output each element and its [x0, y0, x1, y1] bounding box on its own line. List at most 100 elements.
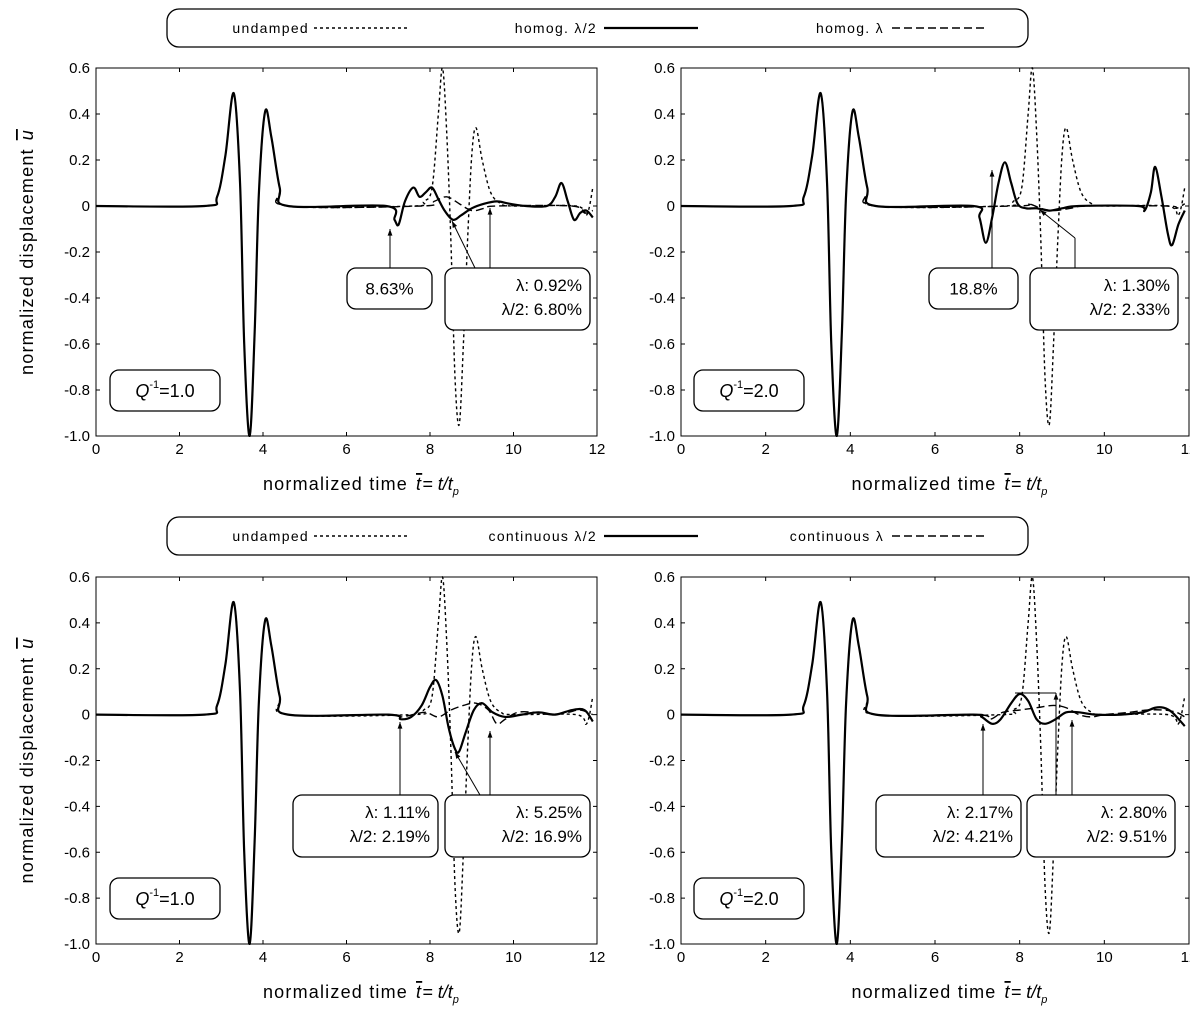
q-symbol: Q — [135, 381, 149, 401]
arrowhead — [1040, 210, 1047, 216]
y-tick-label: 0 — [82, 707, 90, 724]
y-tick-label: -0.4 — [64, 798, 90, 815]
y-tick-label: -0.4 — [649, 290, 675, 307]
x-tick-label: 12 — [1181, 949, 1190, 966]
x-tick-label: 6 — [931, 949, 939, 966]
x-tick-label: 4 — [259, 949, 267, 966]
q-exponent: -1 — [733, 887, 743, 899]
y-axis-label: normalized displacement u — [17, 129, 37, 375]
annotation-text: λ: 2.80% — [1101, 803, 1167, 822]
annotation-box — [346, 267, 433, 310]
series-line-dashed — [681, 92, 1186, 437]
x-tick-label: 10 — [1096, 949, 1113, 966]
annotation-text: λ/2: 2.33% — [1090, 300, 1170, 319]
y-tick-label: 0.2 — [654, 661, 675, 678]
y-tick-label: 0.4 — [69, 106, 90, 123]
x-tick-label: 6 — [342, 441, 350, 458]
y-tick-label: 0.6 — [654, 569, 675, 586]
arrowhead — [1069, 720, 1075, 727]
y-tick-label: -1.0 — [649, 936, 675, 953]
x-tick-label: 10 — [505, 949, 522, 966]
legend-1: undamped homog. λ/2 homog. λ — [166, 8, 1029, 48]
q-label-box — [109, 369, 221, 412]
series-line-solid — [96, 601, 594, 945]
q-label-text: Q-1=1.0 — [135, 887, 194, 909]
chart-panel-bottom-right: 0 2 4 6 8 10 12 0.6 0.4 0.2 0 -0.2 -0.4 -0.6 -0.8 -1.0 λ… — [649, 569, 1190, 1006]
y-tick-label: 0 — [667, 198, 675, 215]
q-label-box — [693, 877, 805, 920]
y-tick-label: 0.4 — [654, 615, 675, 632]
arrowhead — [455, 752, 461, 759]
annotation-text: 8.63% — [365, 280, 413, 299]
y-tick-label: 0.4 — [654, 106, 675, 123]
y-tick-label: -1.0 — [64, 936, 90, 953]
annotation: λ: 1.30% λ/2: 2.33% — [1029, 209, 1179, 331]
y-tick-label: -0.6 — [64, 844, 90, 861]
leader-line — [451, 220, 476, 269]
x-tick-label: 8 — [426, 441, 434, 458]
annotation-text: λ: 1.11% — [365, 803, 430, 822]
annotation-text: λ: 2.17% — [947, 803, 1013, 822]
arrowhead — [1053, 693, 1059, 700]
annotation: λ: 2.17% λ/2: 4.21% — [875, 724, 1022, 858]
q-symbol: Q — [719, 381, 733, 401]
q-label: Q-1=2.0 — [693, 369, 805, 412]
y-tick-label: 0.6 — [69, 60, 90, 77]
annotation-text: λ/2: 9.51% — [1087, 827, 1167, 846]
arrowhead — [387, 229, 393, 236]
series-line-dashed — [96, 601, 594, 945]
x-tick-label: 12 — [1181, 441, 1190, 458]
y-tick-label: -0.8 — [64, 382, 90, 399]
annotation-box — [928, 267, 1019, 310]
x-tick-label: 6 — [931, 441, 939, 458]
arrowhead — [487, 208, 493, 215]
leader-line — [454, 751, 481, 796]
x-axis-label-text: normalized time — [851, 474, 996, 494]
y-axis-symbol: u — [17, 638, 37, 649]
q-symbol: Q — [135, 889, 149, 909]
legend-label: continuous λ — [790, 528, 884, 544]
x-axis-symbol: t — [1005, 982, 1011, 1002]
x-tick-label: 0 — [677, 441, 685, 458]
x-axis-label-text: normalized time — [851, 982, 996, 1002]
x-axis-label-text: normalized time — [263, 982, 408, 1002]
y-tick-label: -0.4 — [649, 798, 675, 815]
annotation-text: λ/2: 4.21% — [933, 827, 1013, 846]
arrowhead — [487, 731, 493, 738]
legend-label: homog. λ/2 — [515, 20, 597, 36]
q-value: =2.0 — [743, 381, 779, 401]
x-axis-label: normalized time t= t/tp — [851, 982, 1048, 1006]
q-exponent: -1 — [149, 887, 159, 899]
x-tick-label: 12 — [589, 441, 606, 458]
chart-panel-bottom-left: 0 2 4 6 8 10 12 0.6 0.4 0.2 0 -0.2 -0.4 -0.6 -0.8 -1.0 λ… — [17, 569, 605, 1006]
x-axis-symbol: t — [416, 982, 422, 1002]
x-axis-formula: = t/t — [422, 982, 454, 1002]
annotation-box — [875, 794, 1022, 858]
x-axis-subscript: p — [1040, 486, 1048, 498]
annotation-text: λ: 0.92% — [516, 276, 582, 295]
q-label-box — [693, 369, 805, 412]
y-tick-label: -1.0 — [64, 428, 90, 445]
x-tick-label: 2 — [761, 949, 769, 966]
chart-panel-top-right: 0 2 4 6 8 10 12 0.6 0.4 0.2 0 -0.2 -0.4 -0.6 -0.8 -1.0 1… — [649, 60, 1190, 498]
annotation-box — [444, 794, 591, 858]
annotation: λ: 0.92% λ/2: 6.80% — [444, 208, 591, 331]
legend-label: continuous λ/2 — [489, 528, 597, 544]
annotation: λ: 2.80% λ/2: 9.51% — [1015, 692, 1176, 858]
q-label-text: Q-1=1.0 — [135, 379, 194, 401]
x-tick-label: 4 — [846, 441, 854, 458]
q-label: Q-1=1.0 — [109, 369, 221, 412]
q-label-text: Q-1=2.0 — [719, 887, 778, 909]
legend-frame — [166, 516, 1029, 556]
y-axis-label-text: normalized displacement — [17, 657, 37, 884]
y-tick-label: -0.2 — [649, 244, 675, 261]
series-line-dashed — [96, 92, 594, 437]
x-axis-subscript: p — [452, 994, 460, 1006]
annotation-box — [292, 794, 439, 858]
x-tick-label: 10 — [1096, 441, 1113, 458]
y-tick-label: -0.2 — [64, 753, 90, 770]
x-tick-label: 2 — [175, 949, 183, 966]
y-tick-label: 0.2 — [654, 152, 675, 169]
x-tick-label: 10 — [505, 441, 522, 458]
x-tick-label: 8 — [426, 949, 434, 966]
